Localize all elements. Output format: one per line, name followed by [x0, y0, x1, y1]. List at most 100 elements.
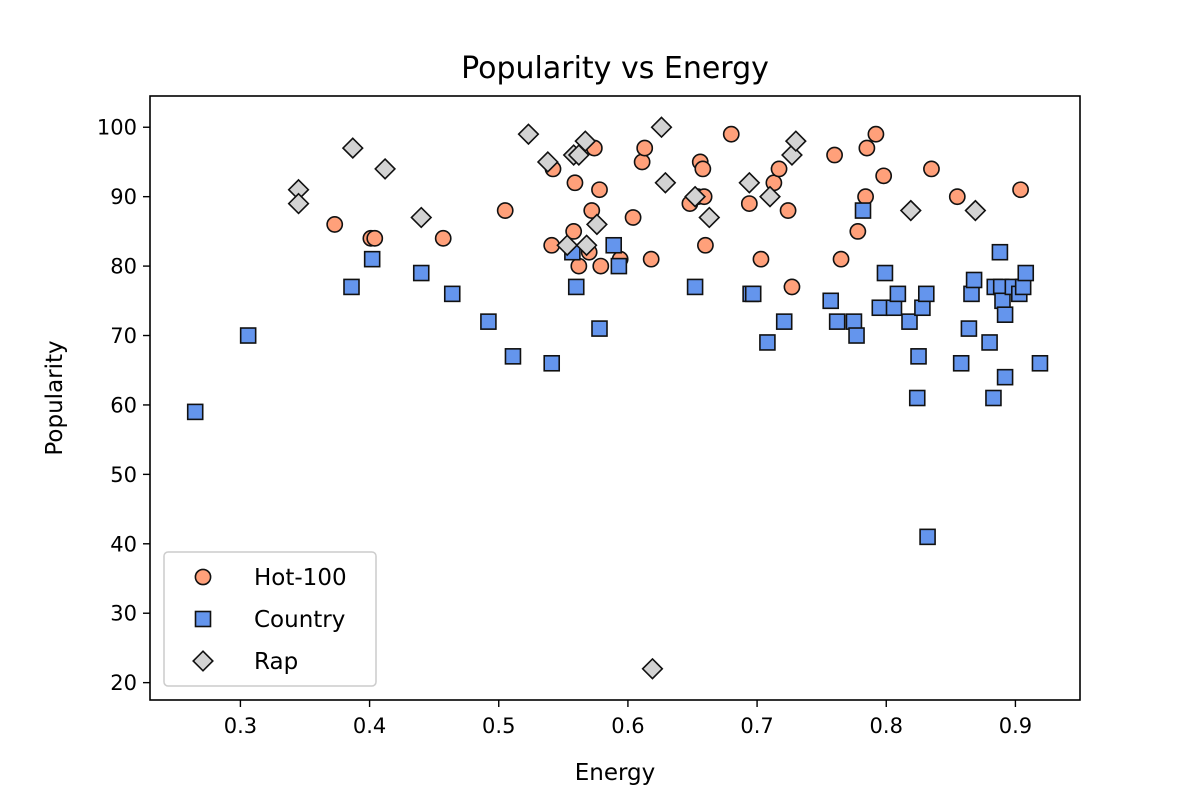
rap-point: [556, 234, 579, 257]
country-point: [952, 354, 970, 372]
rap-point: [517, 123, 540, 146]
hot-100-point: [636, 139, 654, 157]
legend-marker-hot-100: [194, 568, 212, 586]
y-tick-label: 60: [110, 393, 137, 417]
legend-label-hot-100: Hot-100: [254, 565, 347, 591]
country-point: [744, 285, 762, 303]
y-tick-label: 30: [110, 602, 137, 626]
country-point: [854, 202, 872, 219]
y-tick-label: 80: [110, 255, 137, 279]
rap-point: [374, 157, 397, 180]
rap-point: [536, 151, 559, 173]
country-point: [876, 264, 894, 282]
country-point: [591, 320, 608, 337]
country-point: [965, 271, 983, 289]
hot-100-point: [496, 202, 514, 219]
hot-100-point: [570, 257, 588, 275]
country-point: [1014, 278, 1032, 296]
country-point: [885, 299, 903, 317]
country-point: [996, 368, 1014, 386]
y-tick-label: 40: [110, 532, 137, 556]
hot-100-point: [697, 236, 714, 254]
hot-100-point: [1012, 181, 1029, 199]
country-point: [759, 334, 776, 351]
hot-100-point: [326, 216, 344, 233]
country-point: [412, 264, 430, 282]
hot-100-point: [565, 222, 583, 240]
y-axis-ticks: 20 30 40 50 60 70 80 90 100: [97, 116, 150, 695]
country-point: [1017, 264, 1035, 282]
legend-label-rap: Rap: [254, 649, 298, 675]
rap-point: [574, 130, 597, 153]
y-tick-label: 100: [97, 116, 137, 140]
country-point: [871, 299, 889, 317]
hot-100-point: [583, 202, 601, 219]
country-point: [994, 292, 1011, 310]
country-point: [981, 334, 998, 351]
rap-point: [575, 234, 598, 257]
y-tick-label: 20: [110, 671, 137, 695]
plot-frame: [149, 95, 1081, 701]
hot-100-point: [849, 222, 867, 240]
country-point: [910, 348, 927, 365]
country-point: [610, 257, 628, 275]
hot-100-point: [783, 278, 801, 296]
hot-100-point: [779, 202, 797, 219]
country-point: [239, 327, 257, 344]
hot-100-point: [948, 188, 966, 206]
country-point: [985, 389, 1002, 407]
rap-point: [964, 199, 987, 222]
y-tick-label: 90: [110, 185, 137, 209]
hot-100-point: [366, 229, 384, 247]
country-point: [343, 278, 360, 296]
x-tick-label: 0.3: [224, 714, 257, 738]
country-point: [917, 285, 935, 303]
country-point: [363, 250, 381, 268]
hot-100-point: [592, 257, 610, 275]
legend-marker-country: [194, 610, 212, 628]
country-point: [686, 278, 704, 296]
country-point: [848, 327, 865, 344]
x-axis-ticks: 0.3 0.4 0.5 0.6 0.7 0.8 0.9: [224, 700, 1032, 738]
country-point: [543, 354, 561, 372]
hot-100-point: [624, 209, 642, 226]
data-points: [186, 116, 1049, 680]
legend-box: [163, 551, 377, 687]
hot-100-point: [591, 181, 608, 199]
hot-100-point: [770, 160, 788, 178]
hot-100-point: [752, 250, 770, 268]
country-point: [1031, 354, 1049, 372]
x-tick-label: 0.8: [870, 714, 903, 738]
rap-point: [654, 171, 677, 194]
country-point: [919, 528, 936, 546]
rap-point: [410, 206, 433, 229]
hot-100-point: [858, 139, 876, 157]
country-point: [186, 403, 204, 421]
hot-100-point: [740, 195, 758, 213]
rap-point: [759, 185, 781, 208]
hot-100-point: [832, 250, 850, 268]
country-point: [567, 278, 585, 296]
hot-100-point: [875, 167, 893, 185]
country-point: [504, 348, 522, 365]
country-point: [443, 285, 461, 303]
rap-point: [641, 657, 664, 680]
hot-100-point: [642, 250, 660, 268]
country-point: [963, 285, 980, 303]
x-tick-label: 0.7: [740, 714, 773, 738]
series-rap: [287, 116, 987, 680]
hot-100-point: [826, 146, 843, 164]
country-point: [828, 313, 846, 330]
rap-point: [781, 144, 803, 166]
hot-100-point: [633, 153, 651, 171]
x-tick-label: 0.6: [611, 714, 644, 738]
rap-point: [341, 137, 364, 160]
hot-100-point: [694, 160, 712, 178]
country-point: [901, 313, 918, 330]
rap-point: [585, 213, 608, 236]
hot-100-point: [566, 174, 584, 192]
country-point: [960, 320, 978, 337]
rap-point: [287, 192, 310, 215]
rap-point: [899, 199, 922, 222]
